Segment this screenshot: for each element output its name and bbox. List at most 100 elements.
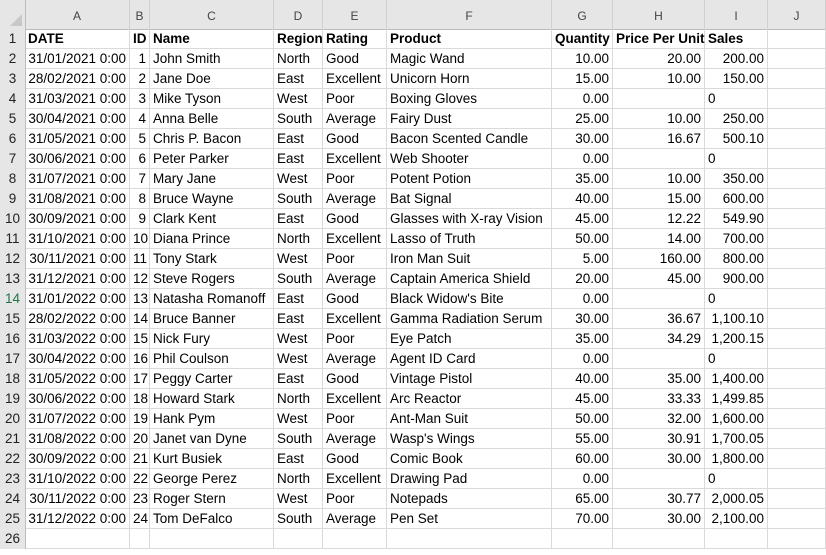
cell-b11[interactable]: 10 bbox=[130, 229, 150, 248]
cell-h18[interactable]: 35.00 bbox=[613, 369, 705, 388]
cell-b16[interactable]: 15 bbox=[130, 329, 150, 348]
cell-i18[interactable]: 1,400.00 bbox=[705, 369, 768, 388]
cell-d16[interactable]: West bbox=[274, 329, 323, 348]
cell-b26[interactable] bbox=[130, 529, 150, 548]
cell-f13[interactable]: Captain America Shield bbox=[387, 269, 552, 288]
cell-a1[interactable]: DATE bbox=[25, 29, 130, 48]
cell-a19[interactable]: 30/06/2022 0:00 bbox=[25, 389, 130, 408]
cell-h10[interactable]: 12.22 bbox=[613, 209, 705, 228]
row-number[interactable]: 2 bbox=[0, 49, 26, 69]
cell-c8[interactable]: Mary Jane bbox=[150, 169, 274, 188]
cell-e20[interactable]: Poor bbox=[323, 409, 387, 428]
cell-f21[interactable]: Wasp's Wings bbox=[387, 429, 552, 448]
cell-i19[interactable]: 1,499.85 bbox=[705, 389, 768, 408]
cell-h2[interactable]: 20.00 bbox=[613, 49, 705, 68]
cell-d23[interactable]: North bbox=[274, 469, 323, 488]
cell-c5[interactable]: Anna Belle bbox=[150, 109, 274, 128]
cell-g8[interactable]: 35.00 bbox=[552, 169, 613, 188]
cell-h20[interactable]: 32.00 bbox=[613, 409, 705, 428]
select-all-button[interactable] bbox=[0, 0, 26, 29]
cell-j9[interactable] bbox=[768, 189, 826, 208]
cell-g12[interactable]: 5.00 bbox=[552, 249, 613, 268]
cell-f5[interactable]: Fairy Dust bbox=[387, 109, 552, 128]
cell-a23[interactable]: 31/10/2022 0:00 bbox=[25, 469, 130, 488]
cell-a17[interactable]: 30/04/2022 0:00 bbox=[25, 349, 130, 368]
cell-g6[interactable]: 30.00 bbox=[552, 129, 613, 148]
cell-b18[interactable]: 17 bbox=[130, 369, 150, 388]
cell-c1[interactable]: Name bbox=[150, 29, 274, 48]
cell-h17[interactable] bbox=[613, 349, 705, 368]
cell-i1[interactable]: Sales bbox=[705, 29, 768, 48]
cell-h6[interactable]: 16.67 bbox=[613, 129, 705, 148]
row-number[interactable]: 4 bbox=[0, 89, 26, 109]
cell-a25[interactable]: 31/12/2022 0:00 bbox=[25, 509, 130, 528]
cell-a6[interactable]: 31/05/2021 0:00 bbox=[25, 129, 130, 148]
row-number[interactable]: 26 bbox=[0, 529, 26, 549]
cell-h14[interactable] bbox=[613, 289, 705, 308]
cell-f10[interactable]: Glasses with X-ray Vision bbox=[387, 209, 552, 228]
cell-a9[interactable]: 31/08/2021 0:00 bbox=[25, 189, 130, 208]
cell-j12[interactable] bbox=[768, 249, 826, 268]
row-number[interactable]: 9 bbox=[0, 189, 26, 209]
cell-f24[interactable]: Notepads bbox=[387, 489, 552, 508]
row-number[interactable]: 19 bbox=[0, 389, 26, 409]
cell-f11[interactable]: Lasso of Truth bbox=[387, 229, 552, 248]
row-number[interactable]: 17 bbox=[0, 349, 26, 369]
row-number[interactable]: 3 bbox=[0, 69, 26, 89]
cell-j24[interactable] bbox=[768, 489, 826, 508]
row-number[interactable]: 11 bbox=[0, 229, 26, 249]
row-number[interactable]: 20 bbox=[0, 409, 26, 429]
cell-e8[interactable]: Poor bbox=[323, 169, 387, 188]
row-number[interactable]: 5 bbox=[0, 109, 26, 129]
row-number[interactable]: 13 bbox=[0, 269, 26, 289]
cell-c7[interactable]: Peter Parker bbox=[150, 149, 274, 168]
cell-g25[interactable]: 70.00 bbox=[552, 509, 613, 528]
cell-h26[interactable] bbox=[613, 529, 705, 548]
cell-c24[interactable]: Roger Stern bbox=[150, 489, 274, 508]
cell-f15[interactable]: Gamma Radiation Serum bbox=[387, 309, 552, 328]
cell-g10[interactable]: 45.00 bbox=[552, 209, 613, 228]
row-number[interactable]: 18 bbox=[0, 369, 26, 389]
cell-g2[interactable]: 10.00 bbox=[552, 49, 613, 68]
cell-f2[interactable]: Magic Wand bbox=[387, 49, 552, 68]
cell-d14[interactable]: East bbox=[274, 289, 323, 308]
cell-a13[interactable]: 31/12/2021 0:00 bbox=[25, 269, 130, 288]
cell-a11[interactable]: 31/10/2021 0:00 bbox=[25, 229, 130, 248]
cell-d26[interactable] bbox=[274, 529, 323, 548]
cell-f26[interactable] bbox=[387, 529, 552, 548]
cell-c9[interactable]: Bruce Wayne bbox=[150, 189, 274, 208]
cell-j21[interactable] bbox=[768, 429, 826, 448]
cell-i9[interactable]: 600.00 bbox=[705, 189, 768, 208]
cell-h21[interactable]: 30.91 bbox=[613, 429, 705, 448]
cell-c15[interactable]: Bruce Banner bbox=[150, 309, 274, 328]
column-header-h[interactable]: H bbox=[613, 0, 705, 29]
cell-d5[interactable]: South bbox=[274, 109, 323, 128]
row-number[interactable]: 10 bbox=[0, 209, 26, 229]
cell-d22[interactable]: East bbox=[274, 449, 323, 468]
row-number[interactable]: 12 bbox=[0, 249, 26, 269]
cell-c12[interactable]: Tony Stark bbox=[150, 249, 274, 268]
cell-a7[interactable]: 30/06/2021 0:00 bbox=[25, 149, 130, 168]
cell-j14[interactable] bbox=[768, 289, 826, 308]
cell-h16[interactable]: 34.29 bbox=[613, 329, 705, 348]
cell-h8[interactable]: 10.00 bbox=[613, 169, 705, 188]
row-number[interactable]: 16 bbox=[0, 329, 26, 349]
cell-i10[interactable]: 549.90 bbox=[705, 209, 768, 228]
cell-d21[interactable]: South bbox=[274, 429, 323, 448]
cell-c17[interactable]: Phil Coulson bbox=[150, 349, 274, 368]
cell-i24[interactable]: 2,000.05 bbox=[705, 489, 768, 508]
cell-f4[interactable]: Boxing Gloves bbox=[387, 89, 552, 108]
cell-h23[interactable] bbox=[613, 469, 705, 488]
cell-g23[interactable]: 0.00 bbox=[552, 469, 613, 488]
cell-h15[interactable]: 36.67 bbox=[613, 309, 705, 328]
cell-g15[interactable]: 30.00 bbox=[552, 309, 613, 328]
cell-d24[interactable]: West bbox=[274, 489, 323, 508]
cell-g24[interactable]: 65.00 bbox=[552, 489, 613, 508]
row-number[interactable]: 1 bbox=[0, 29, 26, 49]
cell-e7[interactable]: Excellent bbox=[323, 149, 387, 168]
cell-f19[interactable]: Arc Reactor bbox=[387, 389, 552, 408]
cell-h12[interactable]: 160.00 bbox=[613, 249, 705, 268]
cell-g26[interactable] bbox=[552, 529, 613, 548]
cell-a8[interactable]: 31/07/2021 0:00 bbox=[25, 169, 130, 188]
cell-d2[interactable]: North bbox=[274, 49, 323, 68]
